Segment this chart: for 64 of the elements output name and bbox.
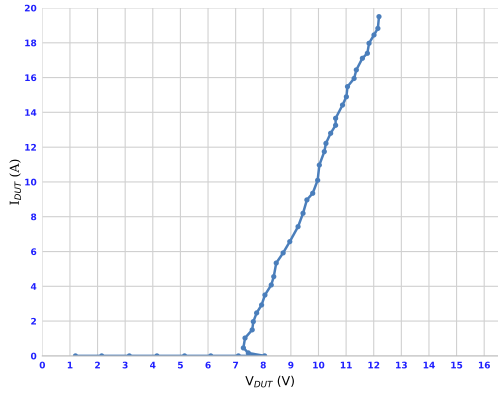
x-tick-label: 2 bbox=[95, 362, 100, 368]
point bbox=[340, 102, 346, 108]
x-tick-label: 1 bbox=[68, 362, 72, 368]
point bbox=[310, 190, 316, 196]
y-tick-label: 18 bbox=[25, 40, 36, 46]
point bbox=[344, 94, 350, 100]
point bbox=[316, 162, 322, 168]
x-tick-label: 9 bbox=[288, 362, 294, 368]
y-tick-label: 16 bbox=[25, 74, 36, 82]
point bbox=[328, 130, 334, 136]
x-tick-label: 4 bbox=[150, 362, 156, 368]
point bbox=[375, 26, 381, 31]
x-tick-label: 0 bbox=[40, 362, 46, 368]
x-tick-label: 7 bbox=[233, 362, 238, 368]
point bbox=[300, 210, 306, 216]
y-tick-label: 6 bbox=[31, 248, 36, 256]
point bbox=[332, 116, 338, 121]
point bbox=[364, 50, 370, 56]
point bbox=[287, 238, 292, 244]
point bbox=[262, 292, 268, 298]
x-tick-label: 13 bbox=[396, 362, 407, 368]
point bbox=[322, 149, 327, 154]
x-tick-label: 8 bbox=[260, 362, 266, 368]
point bbox=[304, 197, 310, 202]
point bbox=[376, 14, 382, 20]
y-axis-title: I$_{DUT}$ (A) bbox=[9, 160, 22, 205]
y-tick-label: 20 bbox=[24, 4, 36, 12]
y-tick-label: 0 bbox=[30, 352, 36, 360]
x-tick-label: 11 bbox=[340, 362, 352, 368]
point bbox=[250, 319, 256, 324]
x-tick-label: 5 bbox=[178, 362, 183, 368]
y-tick-label: 12 bbox=[25, 144, 36, 151]
y-tick-label: 10 bbox=[25, 178, 36, 186]
x-tick-label: 15 bbox=[451, 362, 462, 368]
point bbox=[344, 84, 350, 90]
point bbox=[271, 274, 276, 280]
x-tick-label: 16 bbox=[478, 362, 490, 368]
x-tick-label: 10 bbox=[313, 362, 324, 368]
point bbox=[240, 345, 246, 351]
y-tick-label: 2 bbox=[31, 318, 36, 325]
x-tick-label: 14 bbox=[424, 362, 435, 368]
point bbox=[258, 302, 264, 308]
point bbox=[323, 140, 329, 146]
point bbox=[315, 178, 320, 183]
y-tick-label: 14 bbox=[25, 109, 36, 116]
y-tick-label: 4 bbox=[30, 283, 36, 290]
point bbox=[371, 32, 377, 38]
point bbox=[360, 56, 366, 61]
point bbox=[274, 260, 279, 266]
point bbox=[354, 67, 359, 73]
point bbox=[250, 327, 255, 332]
y-tick-label: 8 bbox=[31, 213, 36, 220]
point bbox=[366, 40, 372, 46]
point bbox=[268, 282, 274, 288]
point bbox=[242, 335, 248, 341]
point bbox=[332, 122, 338, 128]
x-axis-title: V$_{DUT}$ (V) bbox=[245, 376, 294, 388]
x-tick-label: 12 bbox=[368, 362, 380, 368]
point bbox=[254, 310, 260, 316]
x-tick-label: 6 bbox=[205, 362, 211, 368]
point bbox=[351, 76, 357, 82]
point bbox=[295, 224, 301, 230]
point bbox=[280, 250, 286, 256]
x-tick-label: 3 bbox=[122, 362, 128, 368]
